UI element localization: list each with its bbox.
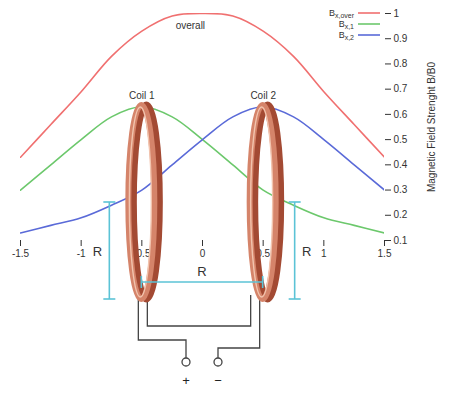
svg-text:+: + [182, 373, 190, 388]
svg-text:Magnetic Field Strenght B/B0: Magnetic Field Strenght B/B0 [426, 62, 437, 193]
svg-text:overall: overall [176, 20, 205, 31]
svg-text:0.4: 0.4 [394, 159, 408, 170]
svg-text:R: R [302, 244, 311, 259]
svg-text:Bx,1: Bx,1 [339, 19, 354, 30]
svg-text:Bx,over: Bx,over [329, 8, 355, 19]
svg-text:Coil 1: Coil 1 [129, 90, 155, 101]
svg-text:1.5: 1.5 [378, 248, 392, 259]
svg-text:−: − [214, 373, 222, 388]
svg-text:-1.5: -1.5 [12, 248, 30, 259]
svg-text:R: R [197, 264, 206, 279]
svg-text:1: 1 [394, 8, 400, 19]
svg-text:0.2: 0.2 [394, 209, 408, 220]
svg-text:1: 1 [321, 248, 327, 259]
svg-text:0.7: 0.7 [394, 83, 408, 94]
svg-text:Bx,2: Bx,2 [339, 30, 354, 41]
svg-text:0: 0 [200, 248, 206, 259]
svg-text:-1: -1 [77, 248, 86, 259]
svg-text:0.1: 0.1 [394, 235, 408, 246]
svg-text:0.8: 0.8 [394, 58, 408, 69]
svg-text:0.3: 0.3 [394, 184, 408, 195]
svg-text:0.6: 0.6 [394, 109, 408, 120]
svg-text:0.9: 0.9 [394, 33, 408, 44]
svg-text:0.5: 0.5 [256, 247, 271, 259]
svg-text:Coil 2: Coil 2 [250, 90, 276, 101]
svg-text:-0.5: -0.5 [133, 247, 151, 259]
svg-text:R: R [93, 244, 102, 259]
svg-text:0.5: 0.5 [394, 134, 408, 145]
